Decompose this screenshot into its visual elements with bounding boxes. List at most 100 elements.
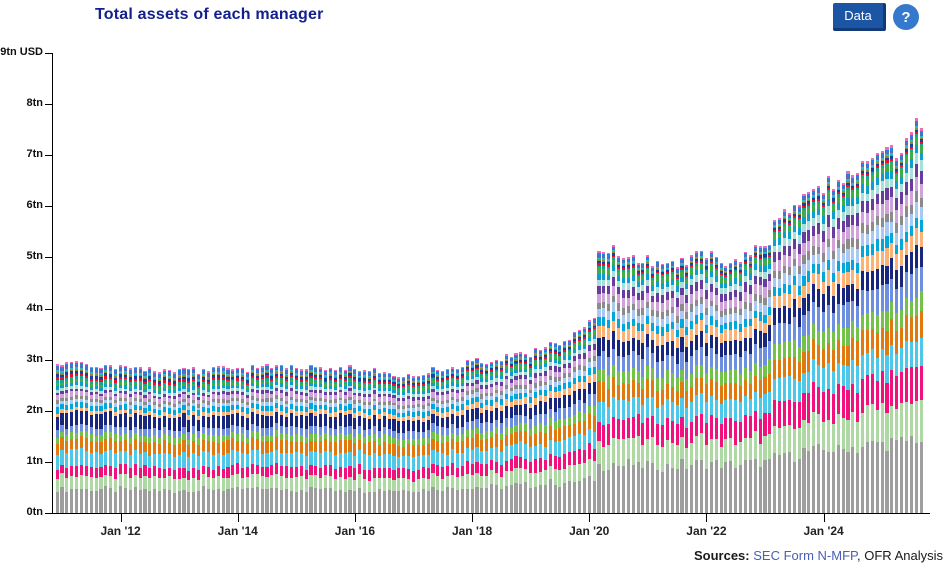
bar-segment [216, 394, 220, 400]
bar-segment [822, 202, 826, 205]
bar [377, 372, 381, 513]
bar-segment [392, 384, 396, 386]
bar-segment [573, 339, 577, 342]
bar-segment [289, 371, 293, 373]
bar-segment [919, 219, 923, 232]
help-icon[interactable]: ? [893, 4, 919, 30]
bar-segment [651, 277, 655, 280]
bar-segment [626, 306, 630, 314]
bar-segment [358, 380, 362, 383]
bar-segment [856, 172, 860, 176]
bar-segment [407, 407, 411, 412]
bar-segment [636, 264, 640, 267]
bar-segment [665, 309, 669, 317]
bar [94, 366, 98, 513]
bar-segment [665, 280, 669, 287]
bar-segment [675, 274, 679, 276]
bar-segment [265, 435, 269, 442]
bar-segment [490, 400, 494, 406]
bar-segment [343, 415, 347, 428]
bar-segment [231, 432, 235, 439]
bar-segment [533, 445, 538, 459]
bar-segment [416, 376, 420, 378]
bar-segment [114, 468, 118, 479]
bar-segment [226, 440, 230, 453]
bar-segment [621, 371, 625, 384]
bar-segment [909, 146, 913, 149]
bar-segment [348, 366, 352, 369]
bar-segment [792, 232, 796, 239]
bar-segment [739, 315, 743, 325]
bar-segment [763, 287, 767, 298]
bar-segment [568, 451, 572, 465]
bar-segment [870, 164, 874, 167]
bar [143, 370, 147, 513]
bar-segment [138, 402, 142, 406]
bar-segment [768, 263, 772, 269]
bar-segment [753, 255, 757, 258]
bar-segment [133, 404, 137, 410]
bar-segment [426, 389, 430, 393]
bar-segment [660, 404, 665, 426]
bar-segment [304, 443, 308, 456]
bar-segment [426, 377, 430, 380]
bar-segment [690, 284, 694, 294]
bar-segment [187, 470, 191, 480]
bar-segment [275, 402, 279, 409]
bar-segment [709, 277, 713, 285]
bar-segment [426, 374, 430, 377]
bar-segment [475, 359, 479, 362]
bar-segment [856, 196, 860, 204]
bar-segment [797, 214, 801, 217]
bar-segment [104, 486, 108, 513]
bar-segment [826, 184, 831, 186]
data-button[interactable]: Data [833, 3, 886, 31]
bar-segment [65, 390, 69, 394]
bar-segment [480, 407, 484, 414]
bar-segment [70, 388, 74, 392]
bar-segment [99, 375, 103, 378]
bar-segment [490, 422, 494, 431]
bar-segment [206, 452, 210, 468]
bar-segment [162, 377, 167, 381]
bar-segment [55, 407, 59, 414]
bar-segment [450, 377, 455, 380]
bar-segment [856, 326, 860, 342]
bar-segment [695, 365, 699, 378]
bar [861, 160, 865, 513]
bar-segment [411, 400, 416, 405]
bar-segment [631, 295, 635, 305]
bar-segment [265, 489, 269, 513]
bar-segment [699, 262, 704, 265]
bar-segment [162, 372, 167, 375]
bar-segment [665, 264, 669, 267]
bar-segment [768, 252, 772, 254]
bar-segment [241, 399, 245, 403]
bar-segment [665, 300, 669, 310]
bar-segment [577, 370, 582, 376]
bar-segment [519, 483, 523, 513]
bar-segment [802, 335, 806, 352]
bar-segment [817, 273, 821, 289]
bar-segment [446, 384, 450, 388]
bar-segment [587, 341, 591, 346]
bar-segment [831, 191, 835, 194]
sec-form-link[interactable]: SEC Form N-MFP [753, 548, 858, 563]
bar-segment [353, 456, 357, 469]
bar-segment [441, 466, 445, 479]
bar-segment [270, 385, 274, 389]
bar-segment [245, 378, 250, 380]
bar-segment [621, 419, 625, 440]
bar-segment [822, 281, 826, 294]
bar [177, 369, 181, 513]
bar-segment [841, 365, 845, 386]
bar-segment [99, 387, 103, 392]
bar-segment [729, 285, 733, 292]
bar-segment [753, 328, 757, 345]
bar-segment [641, 331, 645, 344]
bar-segment [782, 452, 787, 513]
bar-segment [524, 368, 528, 373]
bar-segment [734, 259, 738, 261]
bar-segment [778, 400, 782, 429]
